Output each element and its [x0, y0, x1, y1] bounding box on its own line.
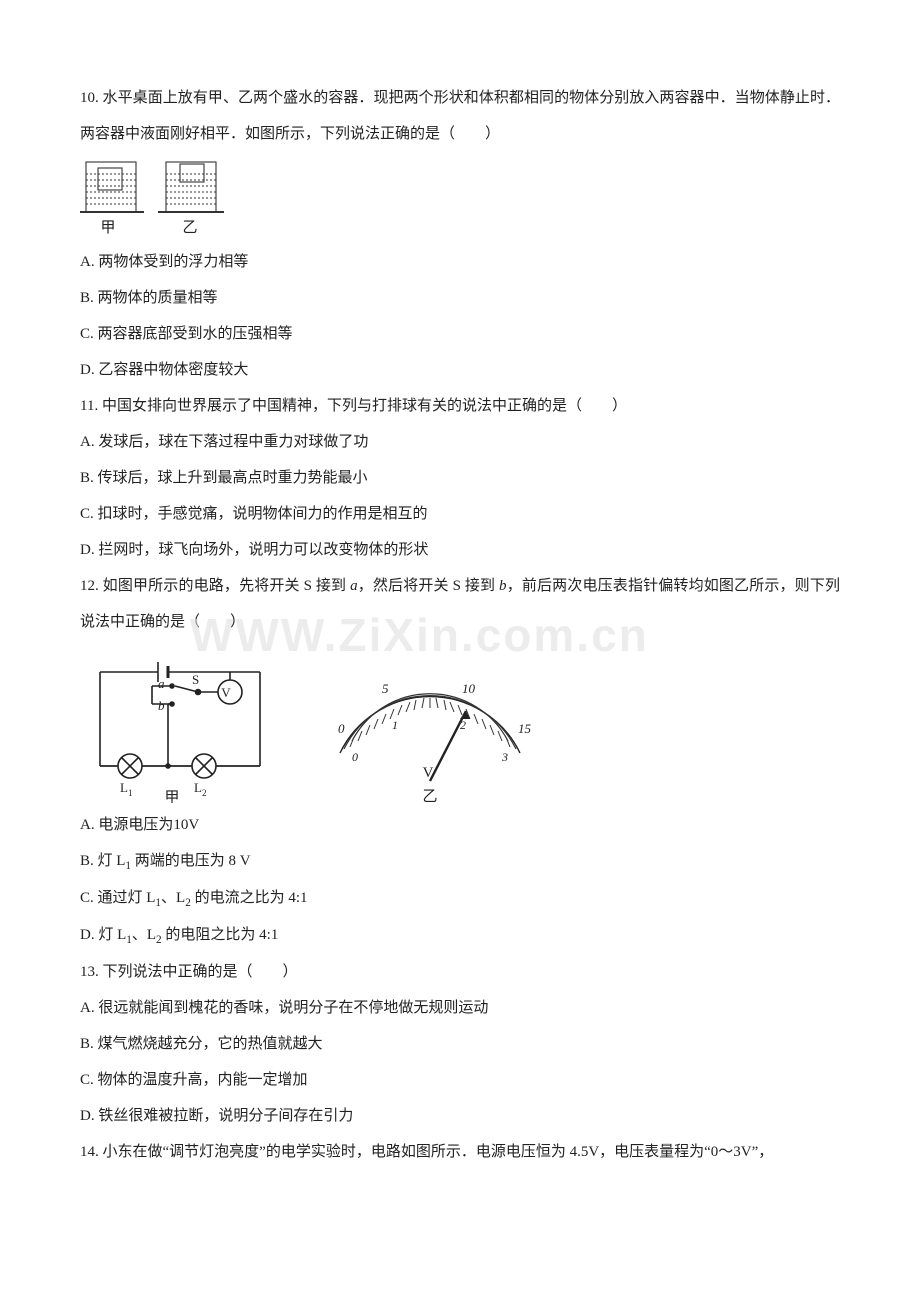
svg-text:2: 2	[202, 788, 207, 798]
svg-text:L: L	[194, 780, 202, 795]
q11-optB: B. 传球后，球上升到最高点时重力势能最小	[80, 460, 840, 496]
q12-ital-b: b	[499, 578, 507, 594]
q11-stem: 11. 中国女排向世界展示了中国精神，下列与打排球有关的说法中正确的是（ ）	[80, 388, 840, 424]
q12-optB: B. 灯 L1 两端的电压为 8 V	[80, 843, 840, 880]
q10-stem: 10. 水平桌面上放有甲、乙两个盛水的容器．现把两个形状和体积都相同的物体分别放…	[80, 80, 840, 152]
q13-optB: B. 煤气燃烧越充分，它的热值就越大	[80, 1026, 840, 1062]
q12-optA: A. 电源电压为10V	[80, 807, 840, 843]
q14-stem: 14. 小东在做“调节灯泡亮度”的电学实验时，电路如图所示．电源电压恒为 4.5…	[80, 1134, 840, 1170]
q10-optB: B. 两物体的质量相等	[80, 280, 840, 316]
svg-text:甲: 甲	[164, 790, 179, 803]
svg-text:L: L	[120, 780, 128, 795]
q10-optC: C. 两容器底部受到水的压强相等	[80, 316, 840, 352]
q11-optA: A. 发球后，球在下落过程中重力对球做了功	[80, 424, 840, 460]
svg-text:5: 5	[382, 681, 389, 696]
q13-optA: A. 很远就能闻到槐花的香味，说明分子在不停地做无规则运动	[80, 990, 840, 1026]
q12-optC: C. 通过灯 L1、L2 的电流之比为 4:1	[80, 880, 840, 917]
q11-optC: C. 扣球时，手感觉痛，说明物体间力的作用是相互的	[80, 496, 840, 532]
q12-stem-a: 12. 如图甲所示的电路，先将开关 S 接到	[80, 578, 350, 594]
svg-text:乙: 乙	[182, 220, 197, 236]
q13-stem: 13. 下列说法中正确的是（ ）	[80, 954, 840, 990]
svg-text:V: V	[423, 765, 434, 781]
svg-text:3: 3	[501, 750, 508, 764]
svg-text:V: V	[221, 685, 231, 700]
q10-optA: A. 两物体受到的浮力相等	[80, 244, 840, 280]
q13-optD: D. 铁丝很难被拉断，说明分子间存在引力	[80, 1098, 840, 1134]
svg-text:1: 1	[128, 788, 133, 798]
q12-stem: 12. 如图甲所示的电路，先将开关 S 接到 a，然后将开关 S 接到 b，前后…	[80, 568, 840, 640]
svg-text:15: 15	[518, 721, 532, 736]
svg-text:10: 10	[462, 681, 476, 696]
svg-text:0: 0	[338, 721, 345, 736]
q11-optD: D. 拦网时，球飞向场外，说明力可以改变物体的形状	[80, 532, 840, 568]
q12-ital-a: a	[350, 578, 358, 594]
svg-text:1: 1	[392, 718, 398, 732]
svg-text:乙: 乙	[422, 789, 437, 803]
q13-optC: C. 物体的温度升高，内能一定增加	[80, 1062, 840, 1098]
svg-text:0: 0	[352, 750, 358, 764]
q12-optD: D. 灯 L1、L2 的电阻之比为 4:1	[80, 917, 840, 954]
svg-text:b: b	[158, 698, 165, 713]
svg-text:a: a	[158, 676, 165, 691]
q10-figure: 甲 乙	[80, 158, 840, 240]
svg-text:甲: 甲	[100, 220, 115, 236]
q12-stem-b: ，然后将开关 S 接到	[358, 578, 499, 594]
q10-optD: D. 乙容器中物体密度较大	[80, 352, 840, 388]
q12-figures: a b S V L1 L2 甲	[80, 648, 840, 803]
svg-text:S: S	[192, 672, 199, 687]
